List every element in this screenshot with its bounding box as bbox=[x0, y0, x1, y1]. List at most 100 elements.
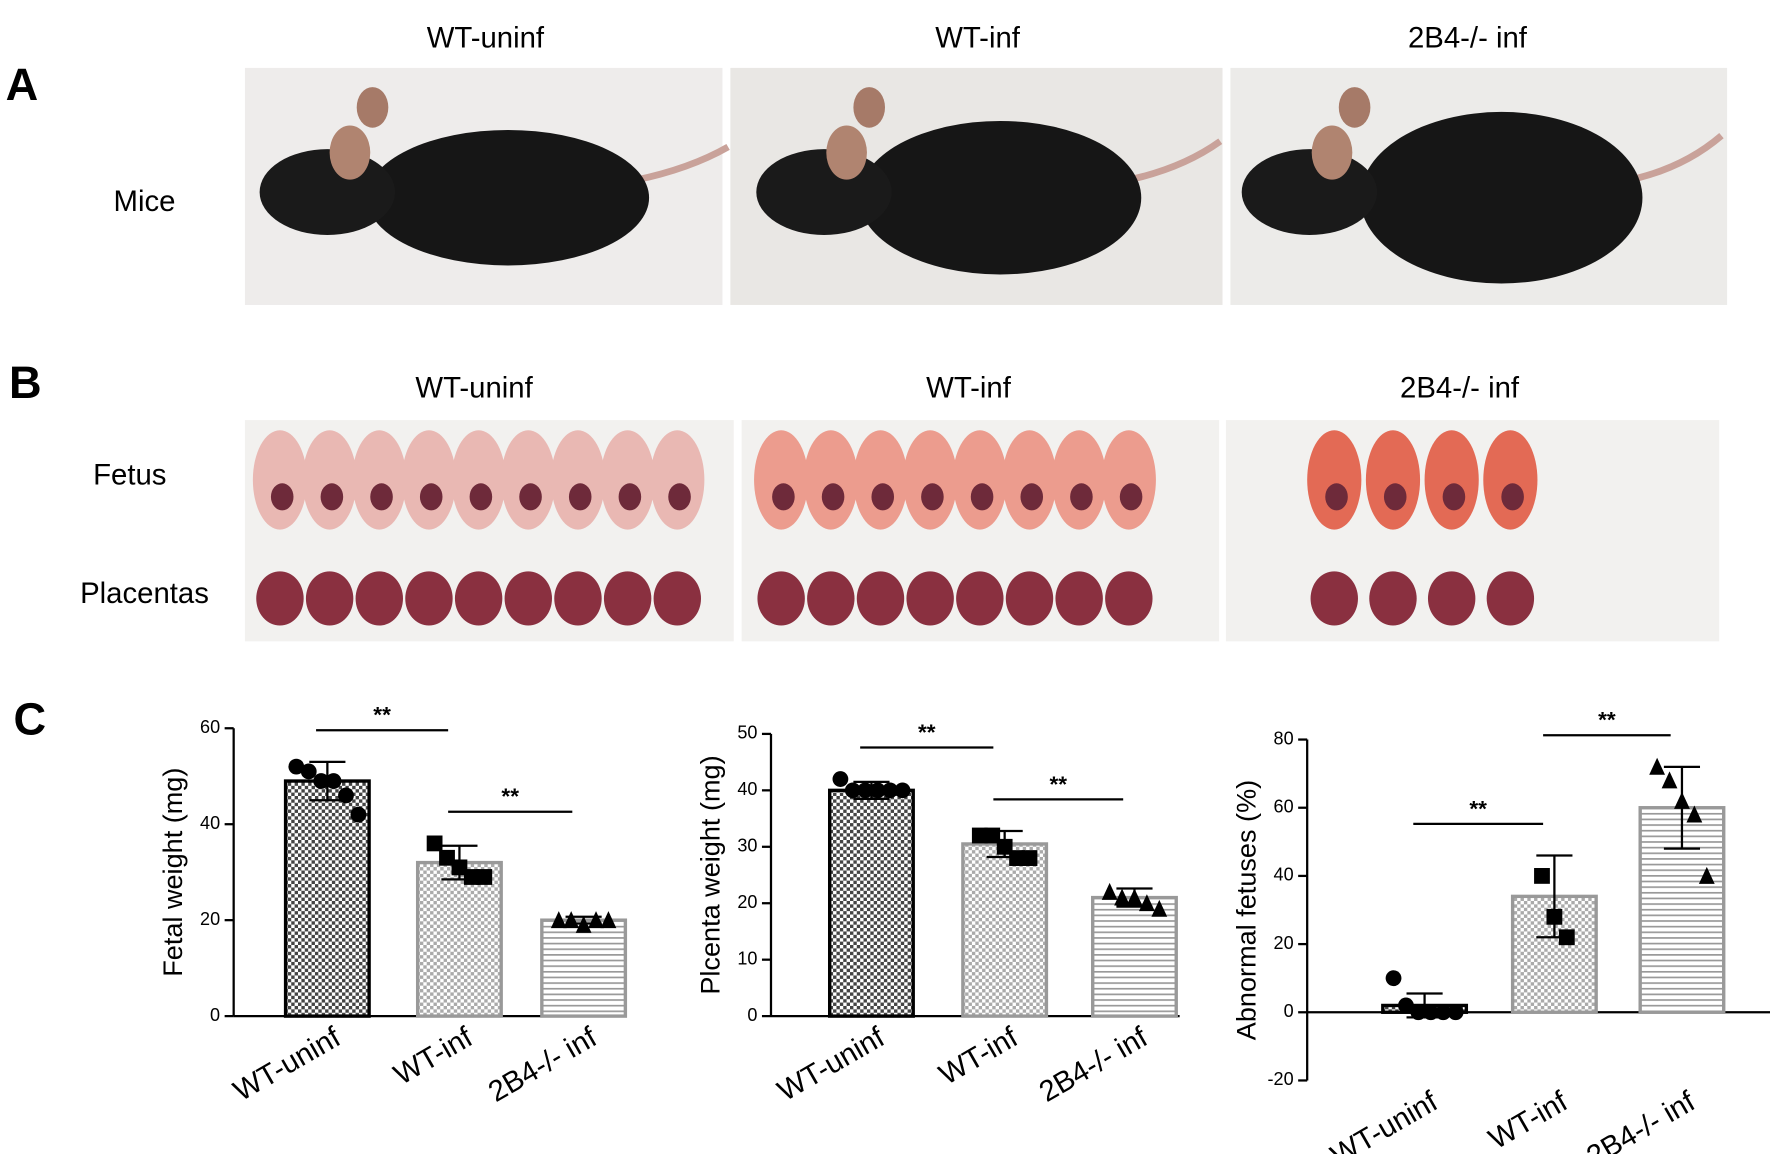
placenta bbox=[355, 571, 403, 626]
data-point bbox=[1114, 888, 1130, 906]
data-point bbox=[1698, 866, 1715, 884]
fetus bbox=[803, 430, 858, 530]
fetus bbox=[352, 430, 407, 530]
panel-label: B bbox=[9, 357, 42, 408]
fetus bbox=[903, 430, 958, 530]
fetus bbox=[451, 430, 506, 530]
fetus bbox=[650, 430, 705, 530]
fetus bbox=[600, 430, 655, 530]
fetus bbox=[952, 430, 1007, 530]
fetus bbox=[1424, 430, 1479, 530]
data-point bbox=[844, 782, 861, 799]
y-tick-label: 40 bbox=[737, 779, 757, 799]
data-point bbox=[832, 771, 849, 787]
placenta bbox=[504, 571, 552, 626]
y-tick-label: 30 bbox=[737, 836, 757, 856]
fetus-liver bbox=[370, 483, 393, 511]
y-tick-label: 0 bbox=[747, 1005, 757, 1025]
mouse-ear bbox=[1311, 125, 1353, 180]
data-point bbox=[1398, 997, 1414, 1014]
data-point bbox=[588, 911, 604, 929]
bar bbox=[961, 842, 1049, 1018]
y-tick-label: 10 bbox=[737, 948, 757, 968]
y-tick-label: 40 bbox=[200, 813, 220, 833]
data-point bbox=[882, 782, 898, 799]
data-point bbox=[463, 869, 480, 885]
data-point bbox=[1422, 1004, 1439, 1021]
data-point bbox=[575, 915, 592, 933]
x-tick-label: WT-inf bbox=[1483, 1085, 1574, 1154]
row-label: Placentas bbox=[80, 577, 209, 610]
mouse-body bbox=[366, 129, 650, 266]
data-point bbox=[439, 849, 455, 866]
significance-label: ** bbox=[1598, 708, 1616, 733]
y-tick-label: 50 bbox=[737, 723, 757, 743]
photos bbox=[244, 67, 1728, 642]
fetus bbox=[1307, 430, 1362, 530]
fetus bbox=[1483, 430, 1538, 530]
data-point bbox=[451, 859, 468, 876]
data-point bbox=[869, 782, 886, 799]
fetus-liver bbox=[320, 483, 344, 511]
data-point bbox=[1126, 888, 1143, 906]
panel-label: A bbox=[6, 59, 39, 110]
mouse-head bbox=[259, 149, 396, 235]
x-tick-label: 2B4-/- inf bbox=[1581, 1085, 1701, 1154]
bar bbox=[540, 918, 628, 1018]
data-point bbox=[1686, 805, 1703, 823]
y-tick-label: 0 bbox=[1284, 1001, 1294, 1021]
placenta bbox=[1310, 571, 1358, 626]
y-axis-label: Abnormal fetuses (%) bbox=[1231, 780, 1262, 1040]
significance-label: ** bbox=[1469, 796, 1487, 821]
fetus-liver bbox=[1020, 483, 1044, 511]
placenta bbox=[856, 571, 905, 626]
mouse-ear bbox=[356, 87, 389, 128]
placenta bbox=[757, 571, 805, 626]
column-header: 2B4-/- inf bbox=[1400, 371, 1520, 404]
bar bbox=[415, 860, 503, 1018]
data-point bbox=[1385, 970, 1402, 987]
fetus-liver bbox=[618, 483, 642, 511]
mouse-tail bbox=[631, 143, 730, 185]
fetus-liver bbox=[1442, 483, 1466, 511]
placenta bbox=[305, 571, 354, 626]
data-point bbox=[313, 773, 330, 789]
panel-label: C bbox=[14, 694, 47, 745]
placenta bbox=[256, 571, 304, 626]
significance-label: ** bbox=[373, 703, 391, 728]
placenta bbox=[1005, 571, 1054, 626]
column-header: WT-inf bbox=[926, 371, 1012, 404]
fetus bbox=[1365, 430, 1421, 530]
x-tick-label: WT-uninf bbox=[772, 1020, 891, 1108]
placenta bbox=[405, 571, 453, 626]
significance-label: ** bbox=[501, 784, 519, 809]
data-point bbox=[1661, 771, 1678, 789]
row-label: Fetus bbox=[93, 458, 166, 491]
fetus-liver bbox=[1325, 483, 1348, 511]
data-point bbox=[325, 773, 342, 789]
placenta bbox=[454, 571, 503, 626]
data-point bbox=[1138, 894, 1155, 912]
data-point bbox=[1435, 1004, 1452, 1021]
data-point bbox=[894, 782, 911, 799]
x-tick-label: WT-inf bbox=[388, 1020, 479, 1091]
data-point bbox=[1546, 908, 1563, 925]
data-point bbox=[1101, 882, 1118, 900]
placenta bbox=[807, 571, 855, 626]
y-tick-label: 20 bbox=[200, 909, 220, 929]
data-point bbox=[1674, 791, 1690, 809]
placenta bbox=[653, 571, 702, 626]
fetus-liver bbox=[970, 483, 994, 511]
fetus-liver bbox=[871, 483, 895, 511]
column-header: WT-inf bbox=[935, 21, 1021, 54]
fetus-liver bbox=[1383, 483, 1407, 511]
fetus-liver bbox=[668, 483, 691, 511]
mouse-ear bbox=[329, 125, 371, 180]
y-tick-label: 80 bbox=[1274, 728, 1294, 748]
y-axis-label: Fetal weight (mg) bbox=[157, 768, 188, 977]
fetus bbox=[252, 430, 308, 530]
y-tick-label: -20 bbox=[1268, 1069, 1294, 1089]
mouse-head bbox=[756, 149, 892, 235]
mouse-body bbox=[859, 120, 1142, 275]
